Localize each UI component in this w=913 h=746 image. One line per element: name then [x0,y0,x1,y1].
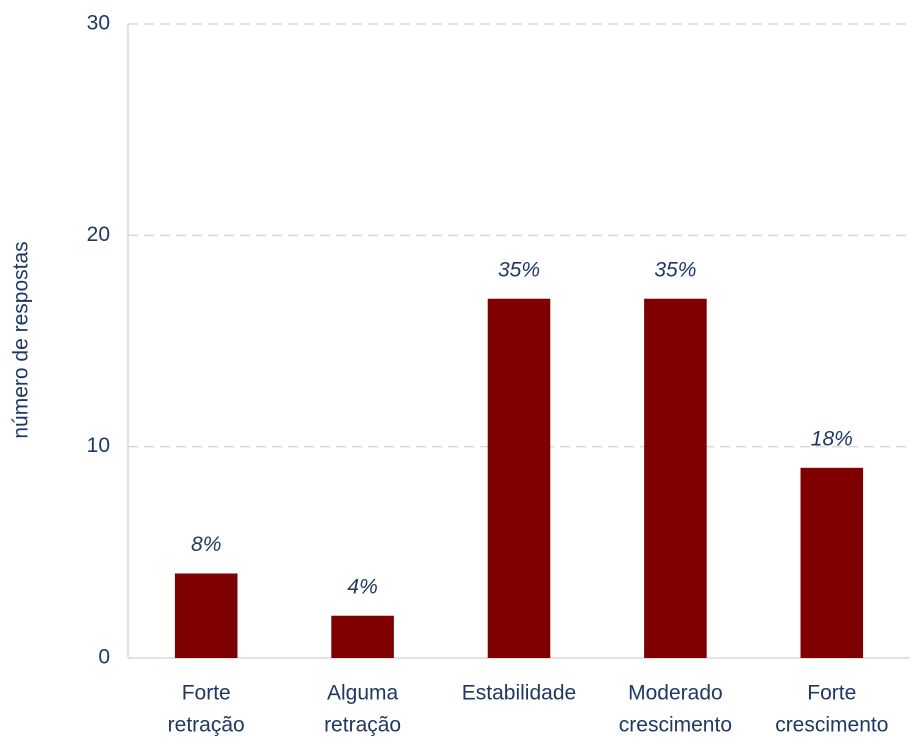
value-label: 8% [191,533,221,556]
y-tick-label: 0 [98,646,110,669]
bar [174,573,238,658]
bar [644,298,707,658]
y-tick-label: 30 [87,12,110,35]
x-tick-label: Moderado [628,682,723,705]
value-label: 35% [498,258,540,281]
x-tick-label: crescimento [619,714,732,737]
value-label: 35% [654,258,696,281]
x-tick-label: retração [168,714,245,737]
value-label: 18% [811,427,853,450]
value-label: 4% [347,575,377,598]
x-tick-label: retração [324,714,401,737]
x-tick-label: Estabilidade [462,682,576,705]
y-axis-label: número de respostas [10,241,33,438]
bar [487,298,551,658]
bar [800,467,864,658]
y-tick-label: 20 [87,223,110,246]
x-tick-label: Forte [182,682,231,705]
x-tick-label: crescimento [775,714,888,737]
y-tick-label: 10 [87,434,110,457]
bar [331,615,394,658]
x-tick-label: Alguma [327,682,399,705]
x-tick-label: Forte [807,682,856,705]
